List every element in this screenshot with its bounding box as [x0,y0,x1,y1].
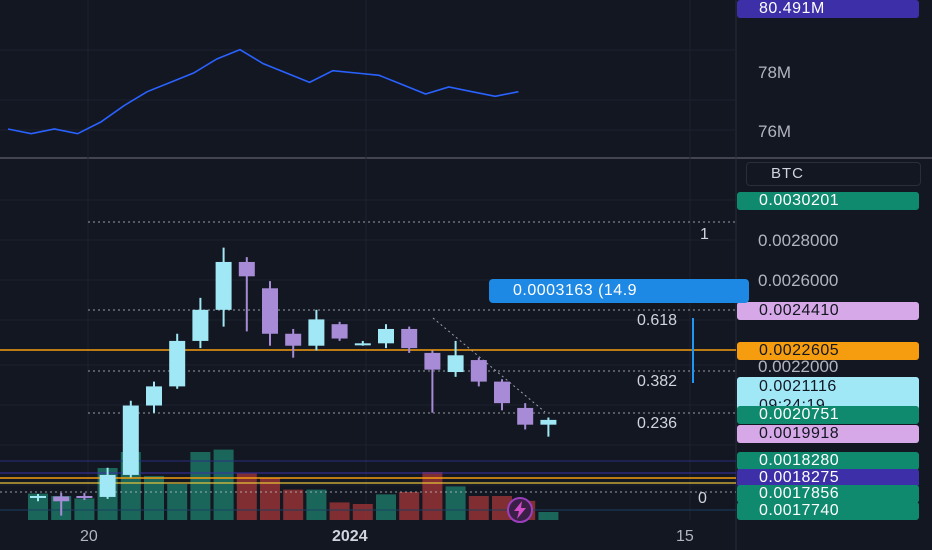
price-badge: 0.0017740 [737,502,919,520]
alert-price-badge: 0.0019918 [737,425,919,443]
candle-body [540,419,557,425]
time-axis-label: 2024 [332,528,368,545]
volume-bar [144,476,164,520]
candle-body [285,333,302,346]
volume-bar [28,493,48,520]
volume-bar [538,512,559,520]
high-price-badge: 0.0030201 [737,192,919,210]
volume-bar [445,486,466,520]
candle-body [354,343,371,346]
volume-bar [190,452,211,520]
volume-bar [213,449,234,520]
fib-retracement[interactable] [0,221,736,493]
fib-label: 0 [698,490,707,507]
candle-body [146,386,162,406]
alert-lightning-button[interactable] [500,496,540,524]
volume-bar [167,484,188,520]
price-tick: 0.0026000 [758,271,838,290]
candle-body [262,288,278,334]
time-axis-label: 15 [676,528,694,545]
candle-body [122,405,139,475]
indicator-tick: 78M [758,63,791,82]
candle-body [238,261,255,277]
candle-body [470,360,487,382]
fib-label: 0.236 [637,415,677,432]
candle-body [76,495,93,498]
candles [30,247,557,516]
volume-bar [236,473,257,520]
candle-body [308,319,325,346]
price-badge: 0.0018275 [737,469,919,487]
lightning-icon [514,501,526,519]
candle-body [401,328,418,349]
currency-button[interactable]: BTC [746,162,921,186]
indicator-grid [0,0,736,520]
indicator-line-path [7,48,519,135]
indicator-line [7,48,519,135]
fib-label: 0.618 [637,312,677,329]
volume-bar [376,494,396,520]
candle-body [447,355,464,373]
candle-body [331,324,348,339]
volume-bar [306,489,327,520]
candle-body [494,381,510,404]
candle-body [215,261,232,310]
measure-tooltip: 0.0003163 (14.9 [489,279,749,303]
candle-body [378,328,394,344]
candle-body [169,340,186,387]
price-grid [0,199,736,486]
volume-bar [492,496,512,520]
candle-body [30,495,46,498]
volume-bar [468,496,489,520]
volume-bar [74,498,95,520]
price-badge: 0.0020751 [737,406,919,424]
fib-label: 1 [700,226,709,243]
volume-bar [283,489,304,520]
candle-body [99,474,116,497]
indicator-value-badge: 80.491M [737,0,919,18]
candle-body [424,352,441,370]
fib-label: 0.382 [637,373,677,390]
price-tick: 0.0028000 [758,231,838,250]
volume-bar [329,502,350,520]
time-axis-label: 20 [80,528,98,545]
volume-bar [422,472,443,520]
candle-body [53,496,70,502]
price-badge: 0.0017856 [737,485,919,503]
price-tick: 0.0022000 [758,357,838,376]
candle-body [517,407,534,425]
volume-bar [260,478,280,520]
indicator-tick: 76M [758,122,791,141]
current-price: 0.0021116 [759,378,837,395]
horizontal-line-price-badge: 0.0022605 [737,342,919,360]
horizontal-lines[interactable] [0,349,736,511]
volume-bar [352,504,373,520]
price-badge: 0.0018280 [737,452,919,470]
fib-trend-line [432,317,546,413]
candle-body [192,309,209,341]
alert-price-badge: 0.0024410 [737,302,919,320]
volume-bar [399,492,420,520]
